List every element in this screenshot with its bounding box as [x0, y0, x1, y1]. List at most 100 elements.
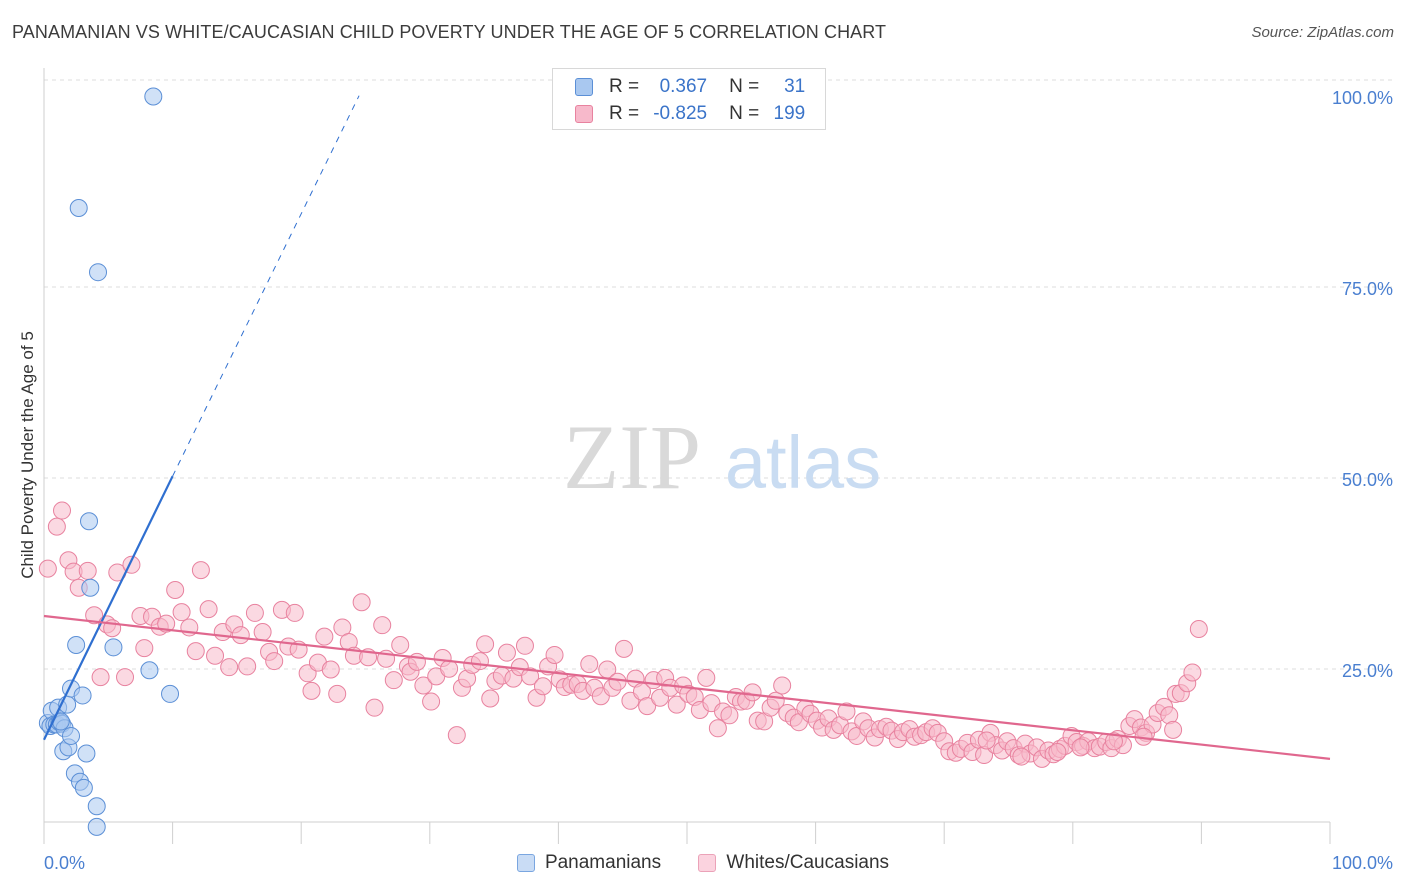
data-point — [373, 616, 392, 635]
legend-n-label: N = — [729, 76, 760, 97]
legend-swatch-whites — [698, 854, 717, 872]
data-point — [521, 667, 540, 686]
data-point — [87, 817, 106, 836]
data-point — [78, 561, 97, 580]
y-tick-label: 50.0% — [1342, 470, 1393, 490]
legend-swatch-panamanians — [575, 78, 593, 96]
legend-row-whites: R = -0.825 N = 199 — [575, 102, 805, 126]
data-point — [220, 658, 239, 677]
data-point — [773, 676, 792, 695]
legend-label-panamanians: Panamanians — [544, 852, 662, 873]
legend-swatch-whites — [575, 105, 593, 123]
y-tick-label: 100.0% — [1332, 88, 1393, 108]
data-point — [422, 692, 441, 711]
legend-item-whites[interactable]: Whites/Caucasians — [698, 852, 889, 874]
watermark: ZIP atlas — [563, 406, 881, 508]
correlation-legend: R = 0.367 N = 31 R = -0.825 N = 199 — [552, 68, 826, 130]
data-point — [1164, 720, 1183, 739]
trend-line-extension — [172, 95, 360, 477]
data-point — [667, 695, 686, 714]
data-point — [352, 593, 371, 612]
data-point — [265, 652, 284, 671]
legend-item-panamanians[interactable]: Panamanians — [516, 852, 662, 874]
data-point — [245, 603, 264, 622]
data-point — [302, 681, 321, 700]
data-point — [697, 668, 716, 687]
legend-row-panamanians: R = 0.367 N = 31 — [575, 75, 805, 99]
data-point — [1071, 738, 1090, 757]
data-point — [199, 600, 218, 619]
data-point — [140, 661, 159, 680]
grid-lines — [44, 79, 1392, 670]
trend-line — [43, 475, 174, 741]
data-point — [73, 686, 92, 705]
data-point — [206, 646, 225, 665]
data-point — [1048, 742, 1067, 761]
data-point — [391, 636, 410, 655]
y-tick-label: 25.0% — [1342, 661, 1393, 681]
y-tick-label: 75.0% — [1342, 279, 1393, 299]
data-point — [837, 702, 856, 721]
data-point — [74, 778, 93, 797]
legend-r-value: 0.367 — [659, 76, 708, 97]
data-point — [186, 642, 205, 661]
trend-lines — [43, 95, 1331, 760]
data-point — [545, 645, 564, 664]
watermark-zip: ZIP — [563, 406, 701, 508]
data-point — [638, 697, 657, 716]
data-point — [80, 512, 99, 531]
data-point — [144, 87, 163, 106]
data-point — [481, 689, 500, 708]
legend-n-label: N = — [729, 103, 760, 124]
data-point — [135, 639, 154, 658]
trend-line — [43, 614, 1331, 760]
data-point — [67, 636, 86, 655]
source-label: Source: ZipAtlas.com — [1251, 24, 1394, 41]
data-point — [253, 623, 272, 642]
data-point — [614, 639, 633, 658]
data-point — [515, 636, 534, 655]
data-point — [91, 668, 110, 687]
series-legend: Panamanians Whites/Caucasians — [0, 852, 1406, 878]
data-point — [38, 559, 57, 578]
data-point — [470, 652, 489, 671]
axes — [43, 68, 1331, 844]
legend-swatch-panamanians — [516, 854, 535, 872]
data-point — [161, 684, 180, 703]
data-point — [1104, 732, 1123, 751]
data-point — [53, 501, 72, 520]
data-point — [720, 706, 739, 725]
data-point — [497, 643, 516, 662]
data-point — [1189, 619, 1208, 638]
x-tick-label: 0.0% — [44, 853, 85, 873]
legend-r-value: -0.825 — [653, 103, 708, 124]
data-point — [328, 684, 347, 703]
data-point — [47, 517, 66, 536]
data-point — [104, 638, 123, 657]
data-point — [315, 627, 334, 646]
data-point — [977, 731, 996, 750]
legend-r-label: R = — [609, 76, 640, 97]
data-point — [81, 578, 100, 597]
data-point — [533, 677, 552, 696]
legend-label-whites: Whites/Caucasians — [726, 852, 890, 873]
y-axis-label: Child Poverty Under the Age of 5 — [18, 331, 37, 579]
data-point — [191, 561, 210, 580]
data-point — [743, 683, 762, 702]
data-point — [62, 726, 81, 745]
data-point — [85, 606, 104, 625]
data-point — [1012, 747, 1031, 766]
data-point — [447, 726, 466, 745]
legend-r-label: R = — [609, 103, 640, 124]
data-point — [89, 263, 108, 282]
data-point — [580, 655, 599, 674]
data-point — [238, 657, 257, 676]
data-point — [116, 668, 135, 687]
legend-n-value: 31 — [784, 76, 806, 97]
data-point — [708, 719, 727, 738]
data-point — [608, 672, 627, 691]
data-point — [285, 603, 304, 622]
watermark-atlas: atlas — [725, 421, 881, 504]
data-point — [476, 635, 495, 654]
